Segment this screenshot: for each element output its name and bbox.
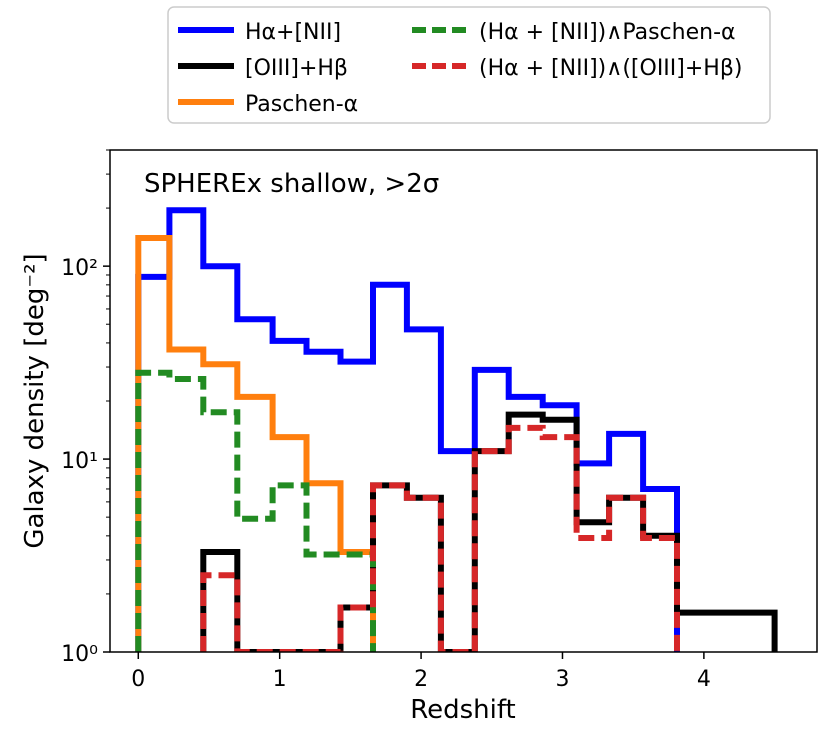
chart-annotation: SPHEREx shallow, >2σ (144, 169, 439, 199)
x-tick-label: 4 (697, 667, 711, 692)
legend-label-oiii: [OIII]+Hβ (245, 56, 348, 81)
legend: Hα+[NII] [OIII]+Hβ Paschen-α (Hα + [NII]… (167, 6, 771, 124)
legend-entry-halpha-and-paschen: (Hα + [NII])∧Paschen-α (412, 20, 736, 45)
legend-entry-paschen: Paschen-α (178, 92, 358, 117)
series-layer (135, 207, 778, 652)
x-axis-ticks: 0 1 2 3 4 (131, 652, 711, 692)
series-line-4 (200, 424, 680, 652)
y-tick-label: 10⁰ (61, 642, 98, 667)
legend-label-halpha: Hα+[NII] (245, 20, 341, 45)
series-line-0 (135, 207, 680, 652)
y-axis-ticks: 10⁰ 10¹ 10² (61, 149, 110, 667)
legend-label-halpha-and-oiii: (Hα + [NII])∧([OIII]+Hβ) (479, 56, 742, 81)
legend-label-paschen: Paschen-α (245, 92, 358, 117)
legend-entry-halpha-and-oiii: (Hα + [NII])∧([OIII]+Hβ) (412, 56, 742, 81)
y-tick-label: 10² (61, 256, 98, 281)
x-tick-label: 2 (414, 667, 428, 692)
x-tick-label: 3 (555, 667, 569, 692)
legend-entry-halpha: Hα+[NII] (178, 20, 341, 45)
x-tick-label: 1 (273, 667, 287, 692)
legend-label-halpha-and-paschen: (Hα + [NII])∧Paschen-α (479, 20, 736, 45)
plot-frame (109, 149, 818, 653)
series-line-3 (135, 369, 376, 652)
series-line-2 (135, 235, 376, 652)
legend-entry-oiii: [OIII]+Hβ (178, 56, 348, 81)
legend-frame (167, 6, 771, 124)
y-tick-label: 10¹ (61, 449, 98, 474)
x-axis-label: Redshift (410, 695, 516, 725)
x-tick-label: 0 (131, 667, 145, 692)
y-axis-label: Galaxy density [deg⁻²] (20, 253, 50, 548)
